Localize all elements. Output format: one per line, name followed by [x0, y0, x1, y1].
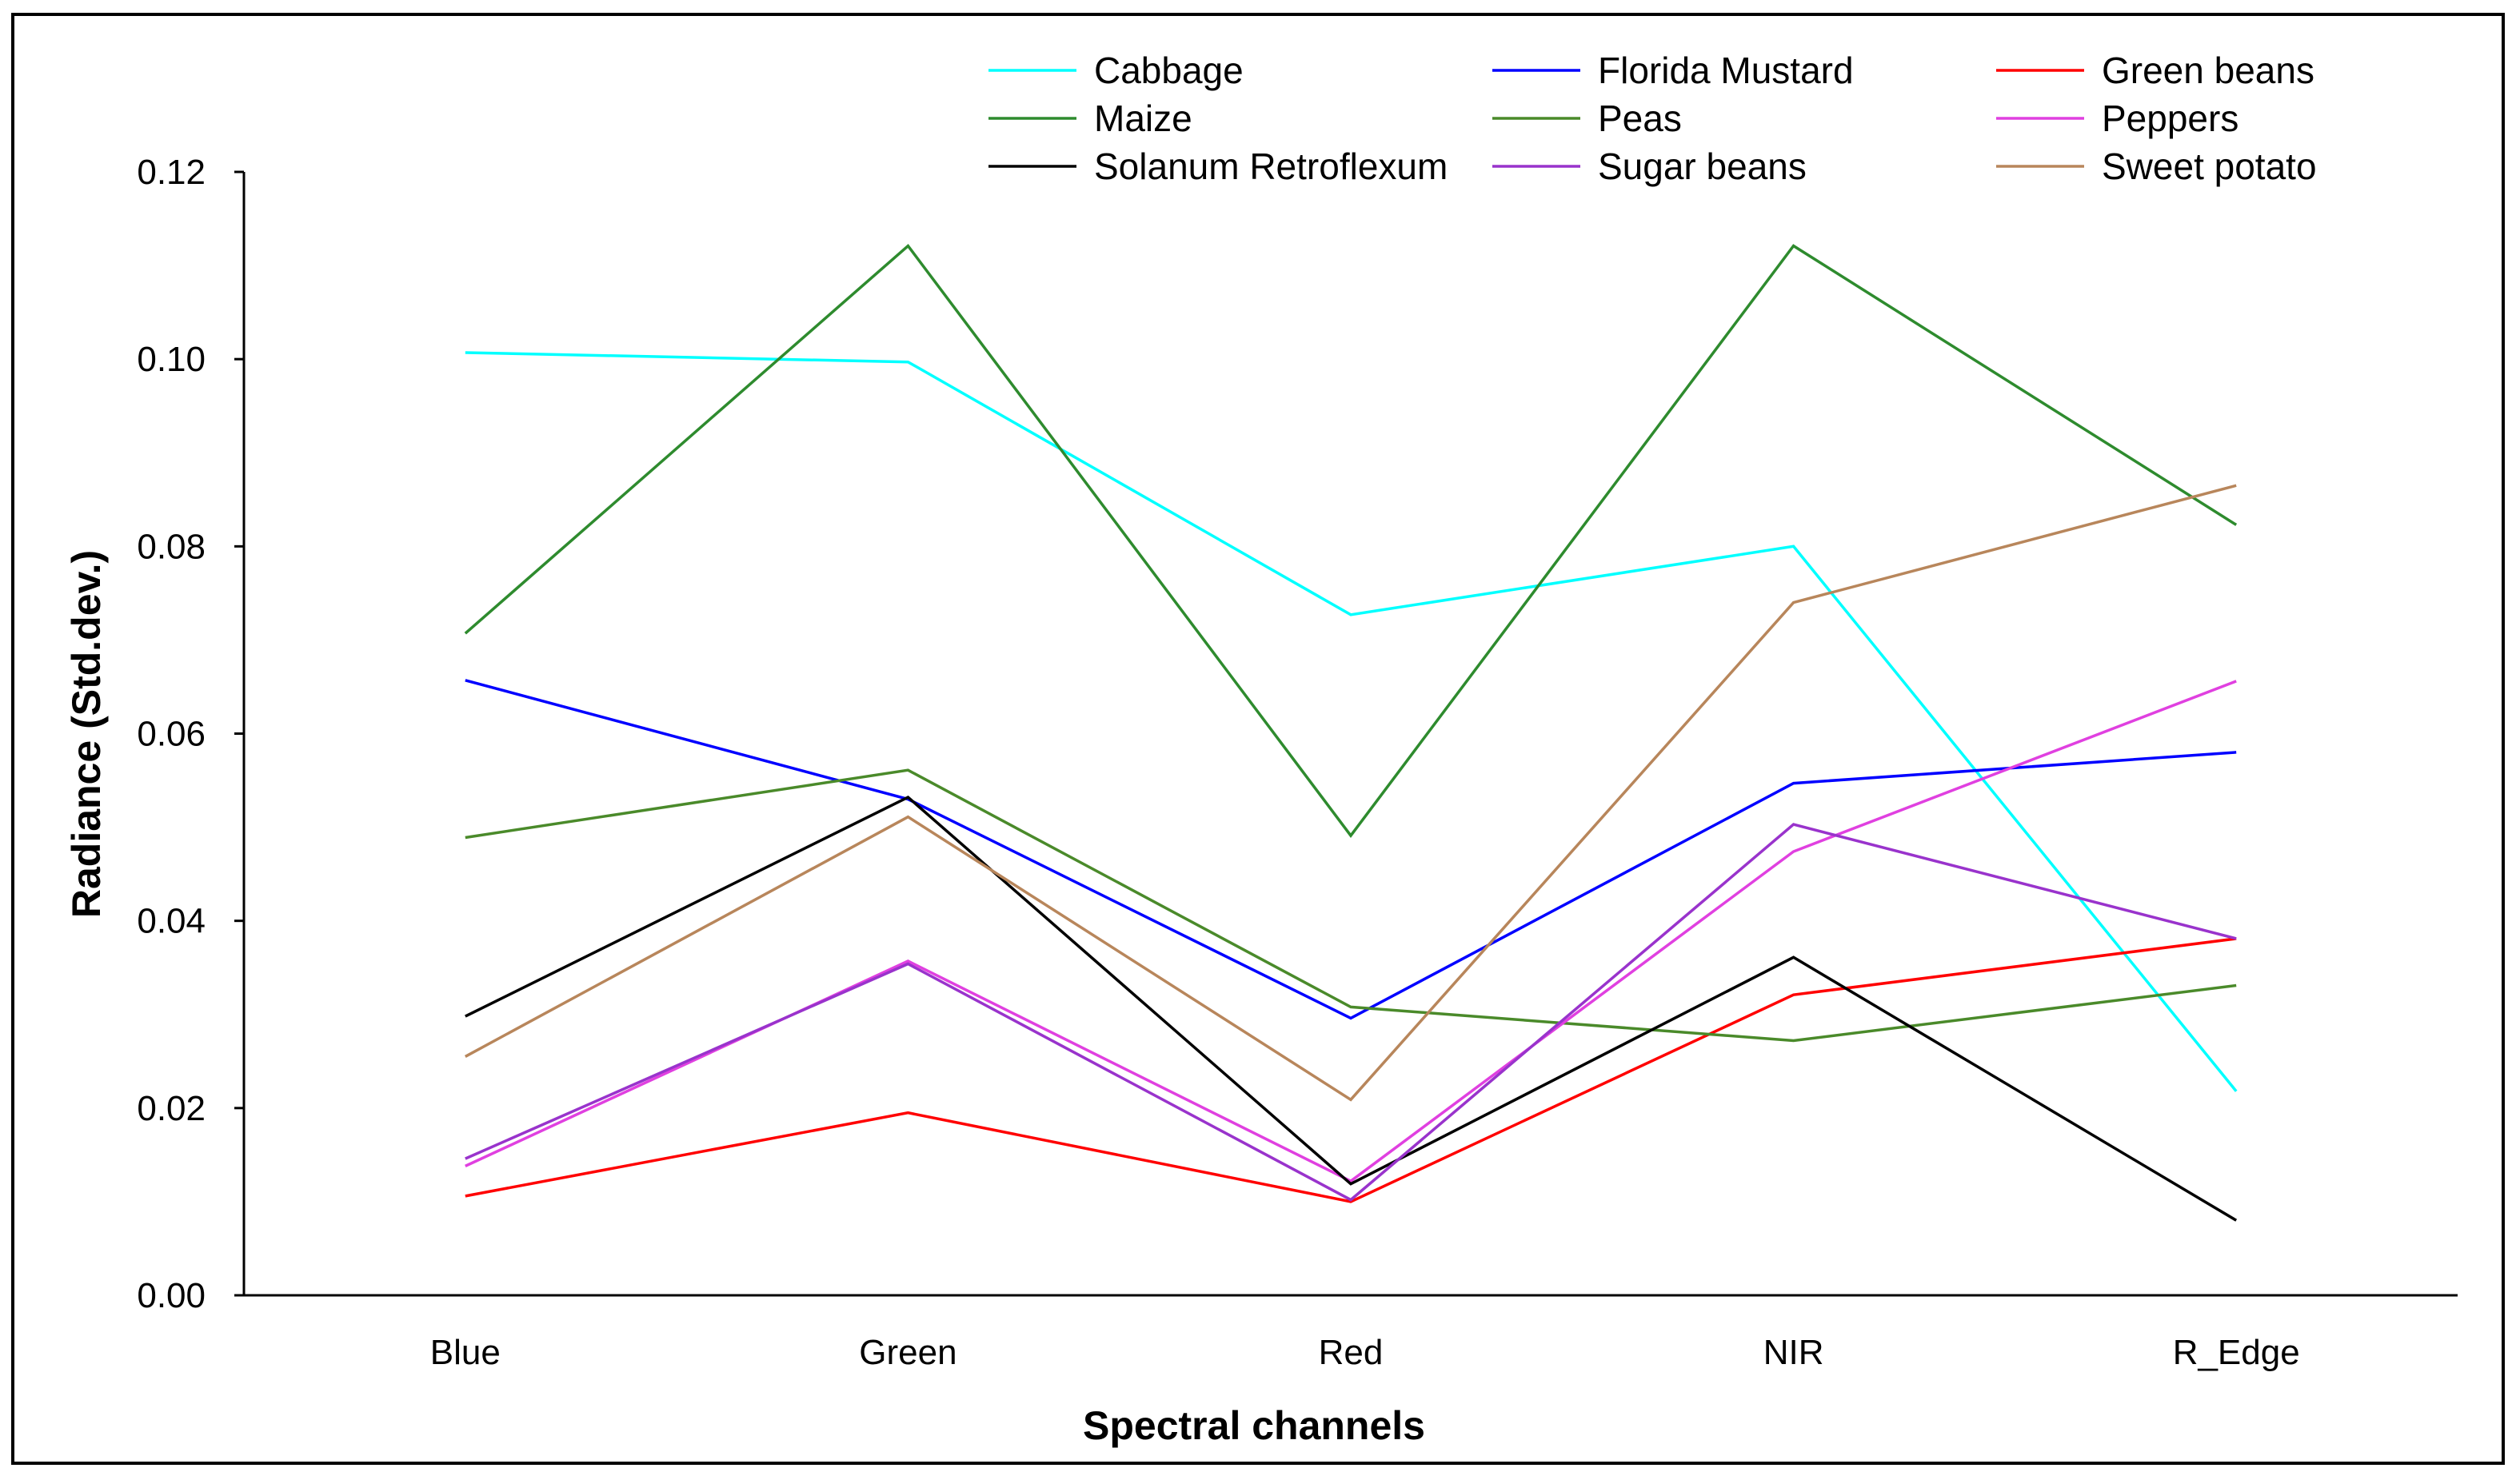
x-axis-ticks: Blue Green Red NIR R_Edge — [430, 1333, 2300, 1372]
series-line-solanum-retroflexum — [465, 796, 2238, 1222]
legend-label-cabbage: Cabbage — [1094, 50, 1244, 91]
legend-label-peas: Peas — [1598, 98, 1682, 139]
y-axis-title: Radiance (Std.dev.) — [64, 550, 109, 918]
y-tick-label: 0.04 — [137, 902, 206, 941]
y-axis-ticks: 0.00 0.02 0.04 0.06 0.08 0.10 0.12 — [137, 153, 244, 1315]
series-line-peas — [465, 768, 2237, 1043]
y-tick-label: 0.02 — [137, 1089, 206, 1128]
legend-label-sweet-potato: Sweet potato — [2102, 146, 2317, 187]
series-line-maize — [464, 243, 2238, 839]
legend: Cabbage Florida Mustard Green beans Maize Pe… — [988, 50, 2317, 187]
series-line-sugar-beans — [465, 823, 2237, 1202]
x-axis-title: Spectral channels — [1083, 1403, 1425, 1448]
series-line-cabbage — [465, 351, 2238, 1092]
x-tick-label: Blue — [430, 1333, 501, 1372]
y-tick-label: 0.00 — [137, 1276, 206, 1315]
legend-label-maize: Maize — [1094, 98, 1192, 139]
y-tick-label: 0.08 — [137, 527, 206, 566]
y-tick-label: 0.06 — [137, 715, 206, 754]
y-tick-label: 0.10 — [137, 340, 206, 379]
series-line-florida-mustard — [465, 679, 2237, 1020]
legend-label-florida-mustard: Florida Mustard — [1598, 50, 1854, 91]
x-tick-label: R_Edge — [2173, 1333, 2300, 1372]
legend-label-peppers: Peppers — [2102, 98, 2238, 139]
legend-label-sugar-beans: Sugar beans — [1598, 146, 1807, 187]
series-lines — [464, 243, 2238, 1222]
x-tick-label: NIR — [1763, 1333, 1824, 1372]
legend-label-green-beans: Green beans — [2102, 50, 2314, 91]
x-tick-label: Green — [859, 1333, 956, 1372]
x-tick-label: Red — [1319, 1333, 1384, 1372]
chart-border — [11, 13, 2505, 1465]
y-tick-label: 0.12 — [137, 153, 206, 192]
legend-label-solanum-retroflexum: Solanum Retroflexum — [1094, 146, 1448, 187]
series-line-sweet-potato — [464, 484, 2237, 1102]
series-line-green-beans — [465, 937, 2237, 1203]
